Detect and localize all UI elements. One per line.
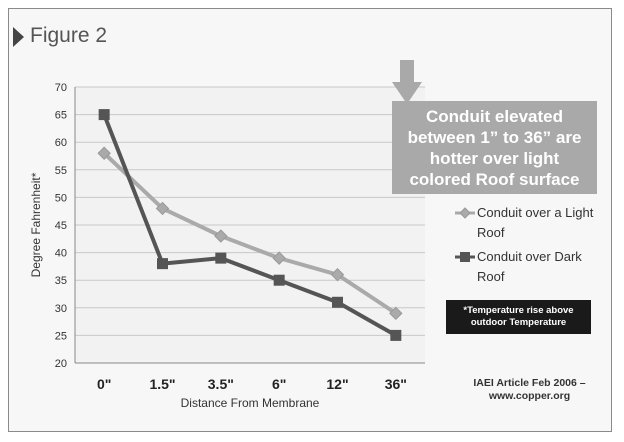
callout-box: Conduit elevated between 1” to 36” are h… [392, 101, 597, 194]
source-credit: IAEI Article Feb 2006 – www.copper.org [473, 377, 586, 402]
y-tick-label: 40 [55, 248, 67, 260]
data-point-light-roof [389, 306, 403, 321]
y-tick-label: 30 [55, 303, 67, 315]
y-tick-label: 60 [55, 137, 67, 149]
data-point-dark-roof [273, 274, 285, 286]
y-tick-label: 25 [55, 330, 67, 342]
square-marker-icon [455, 252, 475, 262]
data-point-dark-roof [157, 258, 168, 270]
data-point-light-roof [155, 201, 170, 216]
legend-item-dark-roof: Conduit over Dark Roof [455, 247, 605, 287]
temperature-note: *Temperature rise above outdoor Temperat… [446, 300, 591, 334]
down-arrow-icon [392, 60, 422, 104]
y-tick-label: 35 [55, 275, 67, 287]
x-tick-label: 12" [326, 376, 348, 392]
series-line-dark-roof [102, 113, 397, 338]
x-tick-labels: 0" 1.5" 3.5" 6" 12" 36" [97, 376, 407, 392]
y-tick-label: 55 [55, 165, 67, 177]
figure-label: Figure 2 [30, 24, 108, 47]
diamond-marker-icon [455, 207, 475, 219]
x-tick-label: 36" [385, 376, 407, 392]
data-point-light-roof [214, 229, 228, 243]
data-point-dark-roof [98, 109, 110, 121]
x-tick-label: 6" [272, 376, 286, 392]
data-point-dark-roof [215, 252, 227, 264]
series-group [97, 109, 403, 341]
legend: Conduit over a Light Roof Conduit over D… [455, 203, 605, 287]
x-axis-label: Distance From Membrane [181, 396, 320, 410]
figure-arrow-icon [13, 27, 24, 47]
y-tick-label: 50 [55, 192, 67, 204]
data-point-light-roof [272, 251, 286, 265]
y-tick-label: 20 [55, 358, 67, 370]
data-point-light-roof [330, 267, 345, 282]
y-tick-label: 70 [55, 82, 67, 94]
data-point-dark-roof [332, 296, 343, 308]
y-tick-label: 65 [55, 110, 67, 122]
series-line-light-roof [102, 151, 397, 315]
data-point-dark-roof [390, 329, 402, 341]
x-tick-label: 0" [97, 376, 111, 392]
y-tick-label: 45 [55, 220, 67, 232]
legend-item-light-roof: Conduit over a Light Roof [455, 203, 605, 243]
data-point-light-roof [97, 146, 111, 160]
x-tick-label: 3.5" [208, 376, 234, 392]
y-tick-labels: 20 25 30 35 40 45 50 55 60 65 70 [55, 82, 67, 370]
x-tick-label: 1.5" [149, 376, 175, 392]
y-axis-label: Degree Fahrenheit* [29, 172, 43, 277]
legend-label-light-roof: Conduit over a Light Roof [477, 205, 594, 240]
legend-label-dark-roof: Conduit over Dark Roof [477, 249, 582, 284]
